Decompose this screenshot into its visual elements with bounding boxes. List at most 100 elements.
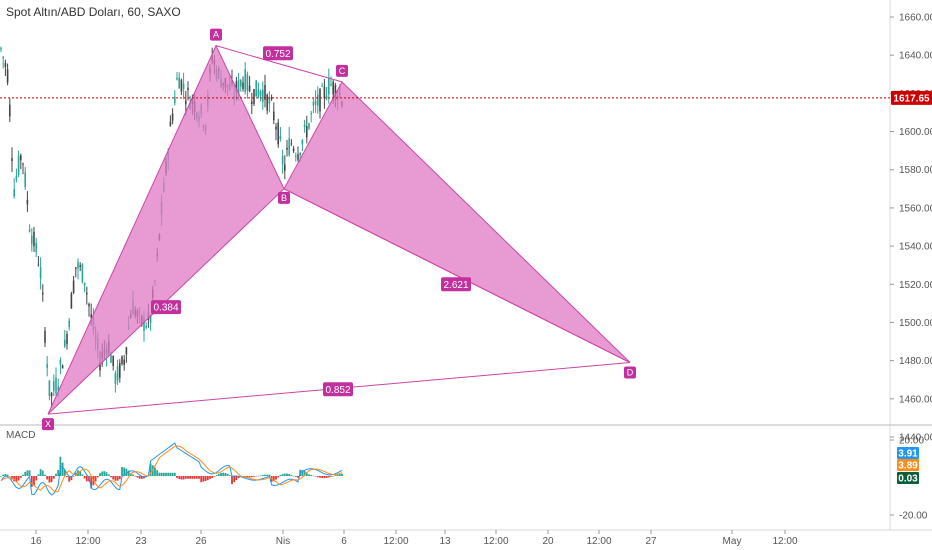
time-tick-label: 20 (542, 536, 554, 547)
pattern-point-marker[interactable] (336, 64, 348, 77)
macd-histogram-bar (220, 472, 222, 476)
candle-body (112, 355, 114, 367)
candle-body (42, 292, 44, 295)
macd-histogram-bar (187, 476, 189, 479)
pattern-ratio-label: 0.752 (265, 49, 290, 60)
candle-body (9, 104, 11, 117)
candle-body (299, 153, 301, 156)
macd-histogram-bar (314, 476, 317, 477)
candle-body (310, 113, 312, 115)
macd-histogram-bar (332, 475, 335, 477)
pattern-point-marker[interactable] (624, 366, 636, 379)
price-tick-label: 1480.00 (899, 356, 932, 367)
time-tick-label: Nis (276, 536, 290, 547)
macd-indicator[interactable] (0, 442, 343, 496)
candle-body (262, 89, 264, 102)
candle-body (297, 154, 299, 160)
macd-histogram-bar (261, 474, 264, 476)
macd-histogram-bar (171, 472, 174, 476)
candle-body (284, 164, 286, 171)
candle-body (325, 96, 328, 99)
macd-histogram-bar (35, 476, 38, 481)
macd-histogram-bar (195, 476, 198, 479)
pattern-ratio-label: 0.852 (325, 385, 350, 396)
candle-body (53, 381, 55, 391)
candle-body (59, 359, 62, 365)
candle-body (35, 242, 37, 253)
macd-histogram-bar (30, 476, 33, 487)
candle-body (301, 139, 304, 145)
pattern-point-label: D (627, 368, 634, 378)
macd-histogram-bar (125, 468, 128, 476)
macd-histogram-bar (257, 475, 260, 477)
macd-histogram-bar (193, 476, 196, 479)
macd-histogram-bar (213, 476, 216, 477)
time-tick-label: 12:00 (586, 536, 611, 547)
macd-histogram-bar (39, 469, 42, 476)
pattern-point-marker[interactable] (210, 28, 222, 41)
harmonic-pattern[interactable]: X A B C D 0.384 0.752 2.621 0.852 (42, 28, 636, 431)
macd-histogram-bar (121, 467, 123, 476)
candle-body (314, 100, 317, 105)
macd-histogram-bar (279, 474, 282, 476)
ac-line[interactable] (215, 45, 343, 83)
candle-body (242, 82, 244, 90)
candle-body (123, 359, 125, 365)
pattern-point-label: B (281, 193, 287, 203)
macd-histogram-bar (85, 476, 88, 482)
candle-body (20, 155, 22, 161)
bd-line[interactable] (283, 188, 631, 363)
macd-histogram-bar (134, 476, 137, 477)
candle-body (244, 69, 246, 92)
xab-triangle[interactable] (47, 44, 285, 415)
macd-histogram-bar (310, 474, 313, 476)
candle-body (279, 135, 282, 140)
candle-body (270, 97, 273, 99)
macd-histogram-bar (110, 476, 112, 478)
candle-body (176, 77, 178, 80)
candle-body (259, 90, 262, 96)
macd-histogram-bar (52, 476, 55, 479)
macd-histogram-bar (41, 470, 44, 476)
bcd-triangle[interactable] (283, 81, 631, 363)
macd-histogram-bar (222, 472, 225, 476)
macd-histogram-bar (294, 476, 297, 477)
candle-body (292, 148, 295, 152)
pattern-point-marker[interactable] (42, 418, 54, 431)
time-axis[interactable]: 16 12:00 23 26 Nis 6 12:00 13 12:00 20 12:00 27 May 1… (30, 530, 798, 547)
candle-body (57, 386, 59, 390)
candle-body (110, 355, 112, 363)
pattern-point-marker[interactable] (278, 191, 290, 204)
pattern-ratio-box[interactable] (441, 277, 471, 292)
macd-histogram-bar (250, 476, 253, 478)
macd-histogram-bar (180, 476, 183, 480)
macd-histogram-bar (231, 476, 233, 485)
macd-histogram-bar (204, 476, 207, 482)
macd-histogram-bar (99, 473, 101, 476)
macd-histogram-bar (266, 474, 269, 476)
candle-body (264, 84, 266, 100)
macd-histogram-bar (246, 476, 249, 478)
pattern-ratio-box[interactable] (323, 382, 353, 397)
macd-histogram-bar (215, 475, 218, 476)
macd-histogram-bar (303, 470, 306, 476)
macd-histogram-bar (57, 470, 60, 476)
price-axis[interactable]: 1660.001640.001620.001600.001580.001560.… (890, 13, 932, 444)
candle-body (75, 267, 77, 269)
candle-body (169, 121, 172, 127)
candle-body (145, 325, 147, 328)
macd-histogram-bar (136, 476, 139, 478)
macd-histogram-bar (118, 476, 121, 480)
pattern-ratio-box[interactable] (151, 300, 181, 315)
macd-histogram-bar (176, 476, 178, 478)
macd-histogram-bar (46, 476, 49, 480)
macd-value-label: 3.91 (898, 449, 918, 460)
pattern-ratio-box[interactable] (263, 46, 293, 61)
candle-body (253, 89, 255, 104)
macd-value-badge (897, 459, 919, 471)
macd-histogram-bar (68, 476, 71, 482)
pattern-ratio-label: 2.621 (443, 280, 468, 291)
candle-body (6, 69, 9, 83)
